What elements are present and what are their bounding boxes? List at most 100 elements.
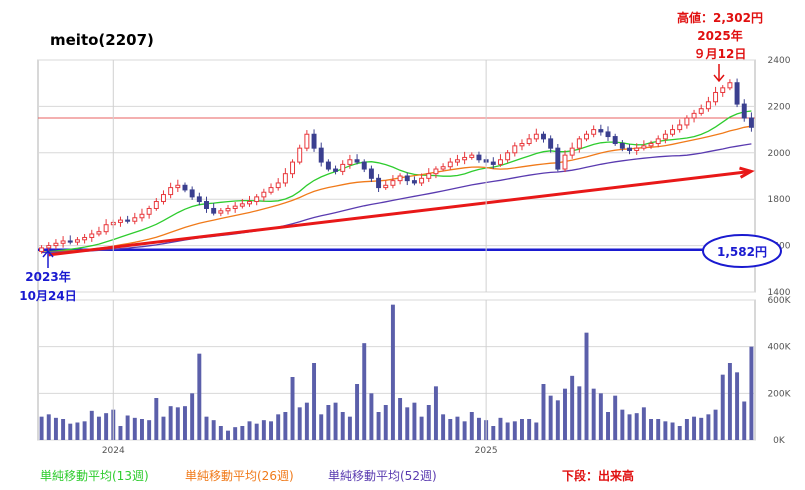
volume-bar (355, 384, 360, 440)
volume-bar (218, 426, 223, 440)
volume-bar (190, 393, 195, 440)
volume-bar (541, 384, 546, 440)
trend-arrowhead (739, 166, 755, 179)
volume-bar (455, 416, 460, 440)
candle-body (569, 147, 575, 156)
volume-bar (663, 421, 668, 440)
volume-bars (39, 304, 754, 440)
volume-bar (692, 416, 697, 440)
volume-bar (749, 346, 754, 440)
candle-body (533, 133, 539, 140)
candle-body (333, 168, 339, 172)
candle-body (519, 143, 525, 147)
volume-bar (412, 402, 417, 440)
candle-body (282, 173, 288, 184)
candle-body (741, 103, 747, 119)
candle-body (376, 177, 382, 189)
volume-bar (340, 412, 345, 440)
volume-bar (491, 426, 496, 440)
candle-body (261, 191, 267, 198)
candle-body (103, 224, 109, 233)
low-date-label: 10月24日 (19, 289, 76, 303)
candle-body (734, 82, 740, 105)
candle-body (419, 177, 425, 184)
volume-bar (269, 421, 273, 440)
candle-body (648, 143, 654, 147)
volume-bar (326, 405, 331, 440)
volume-bar (591, 388, 596, 440)
candle-body (254, 196, 260, 203)
candle-body (576, 138, 582, 149)
volume-bar (297, 407, 302, 440)
volume-bar (512, 421, 517, 440)
candle-body (433, 168, 439, 175)
volume-bar (441, 414, 446, 440)
candle-body (175, 184, 181, 189)
candle-body (275, 182, 281, 189)
candle-body (440, 166, 446, 170)
volume-bar (312, 363, 317, 440)
volume-bar (598, 393, 603, 440)
candle-body (605, 131, 611, 138)
candle-body (411, 180, 417, 184)
volume-bar (706, 414, 711, 440)
volume-bar (233, 427, 238, 440)
high-arrow-icon (713, 64, 725, 83)
candle-body (239, 203, 245, 207)
candle-body (512, 145, 518, 154)
volume-bar (419, 416, 424, 440)
trend-arrow (48, 166, 755, 257)
candle-body (541, 133, 546, 140)
high-date-label: ９月12日 (694, 47, 747, 61)
volume-caption: 下段：出来高 (562, 468, 634, 483)
moving-average-lines (41, 110, 752, 254)
candle-body (505, 152, 511, 161)
volume-bar (247, 421, 252, 440)
volume-bar (211, 420, 216, 440)
volume-bar (570, 375, 575, 440)
volume-bar (742, 401, 747, 440)
low-price-label: 1,582円 (717, 245, 767, 259)
volume-bar (677, 426, 682, 440)
volume-bar (613, 395, 618, 440)
volume-bar (304, 402, 309, 440)
candle-body (720, 87, 726, 93)
candle-body (125, 219, 131, 222)
volume-bar (398, 398, 403, 440)
candle-body (670, 129, 676, 135)
low-year-label: 2023年 (25, 269, 70, 284)
candle-body (39, 247, 45, 252)
candle-body (347, 159, 353, 165)
candle-body (82, 236, 88, 241)
volume-bar (641, 407, 646, 440)
candle-body (268, 187, 274, 193)
volume-y-axis: 0K 200K 400K 600K (767, 296, 791, 446)
volume-bar (283, 412, 288, 440)
volume-bar (132, 417, 137, 440)
volume-bar (333, 402, 338, 440)
volume-tick-label: 400K (767, 343, 791, 353)
volume-bar (520, 419, 524, 440)
low-arrow-icon (42, 249, 54, 268)
volume-bar (462, 421, 467, 440)
candle-body (318, 147, 324, 163)
volume-bar (577, 386, 582, 440)
candle-body (74, 239, 80, 243)
candle-body (383, 184, 389, 189)
volume-bar (139, 419, 144, 440)
volume-bar (290, 377, 295, 440)
candle-body (462, 156, 468, 161)
candle-body (46, 245, 52, 249)
volume-bar (727, 363, 732, 440)
volume-bar (61, 419, 66, 440)
candle-body (584, 133, 589, 140)
candle-body (117, 219, 123, 223)
candle-body (189, 189, 195, 198)
price-tick-label: 1400 (768, 288, 791, 298)
volume-bar (606, 412, 610, 440)
volume-bar (161, 416, 166, 440)
candle-body (619, 143, 625, 149)
volume-bar (261, 420, 266, 440)
candle-body (311, 133, 317, 149)
